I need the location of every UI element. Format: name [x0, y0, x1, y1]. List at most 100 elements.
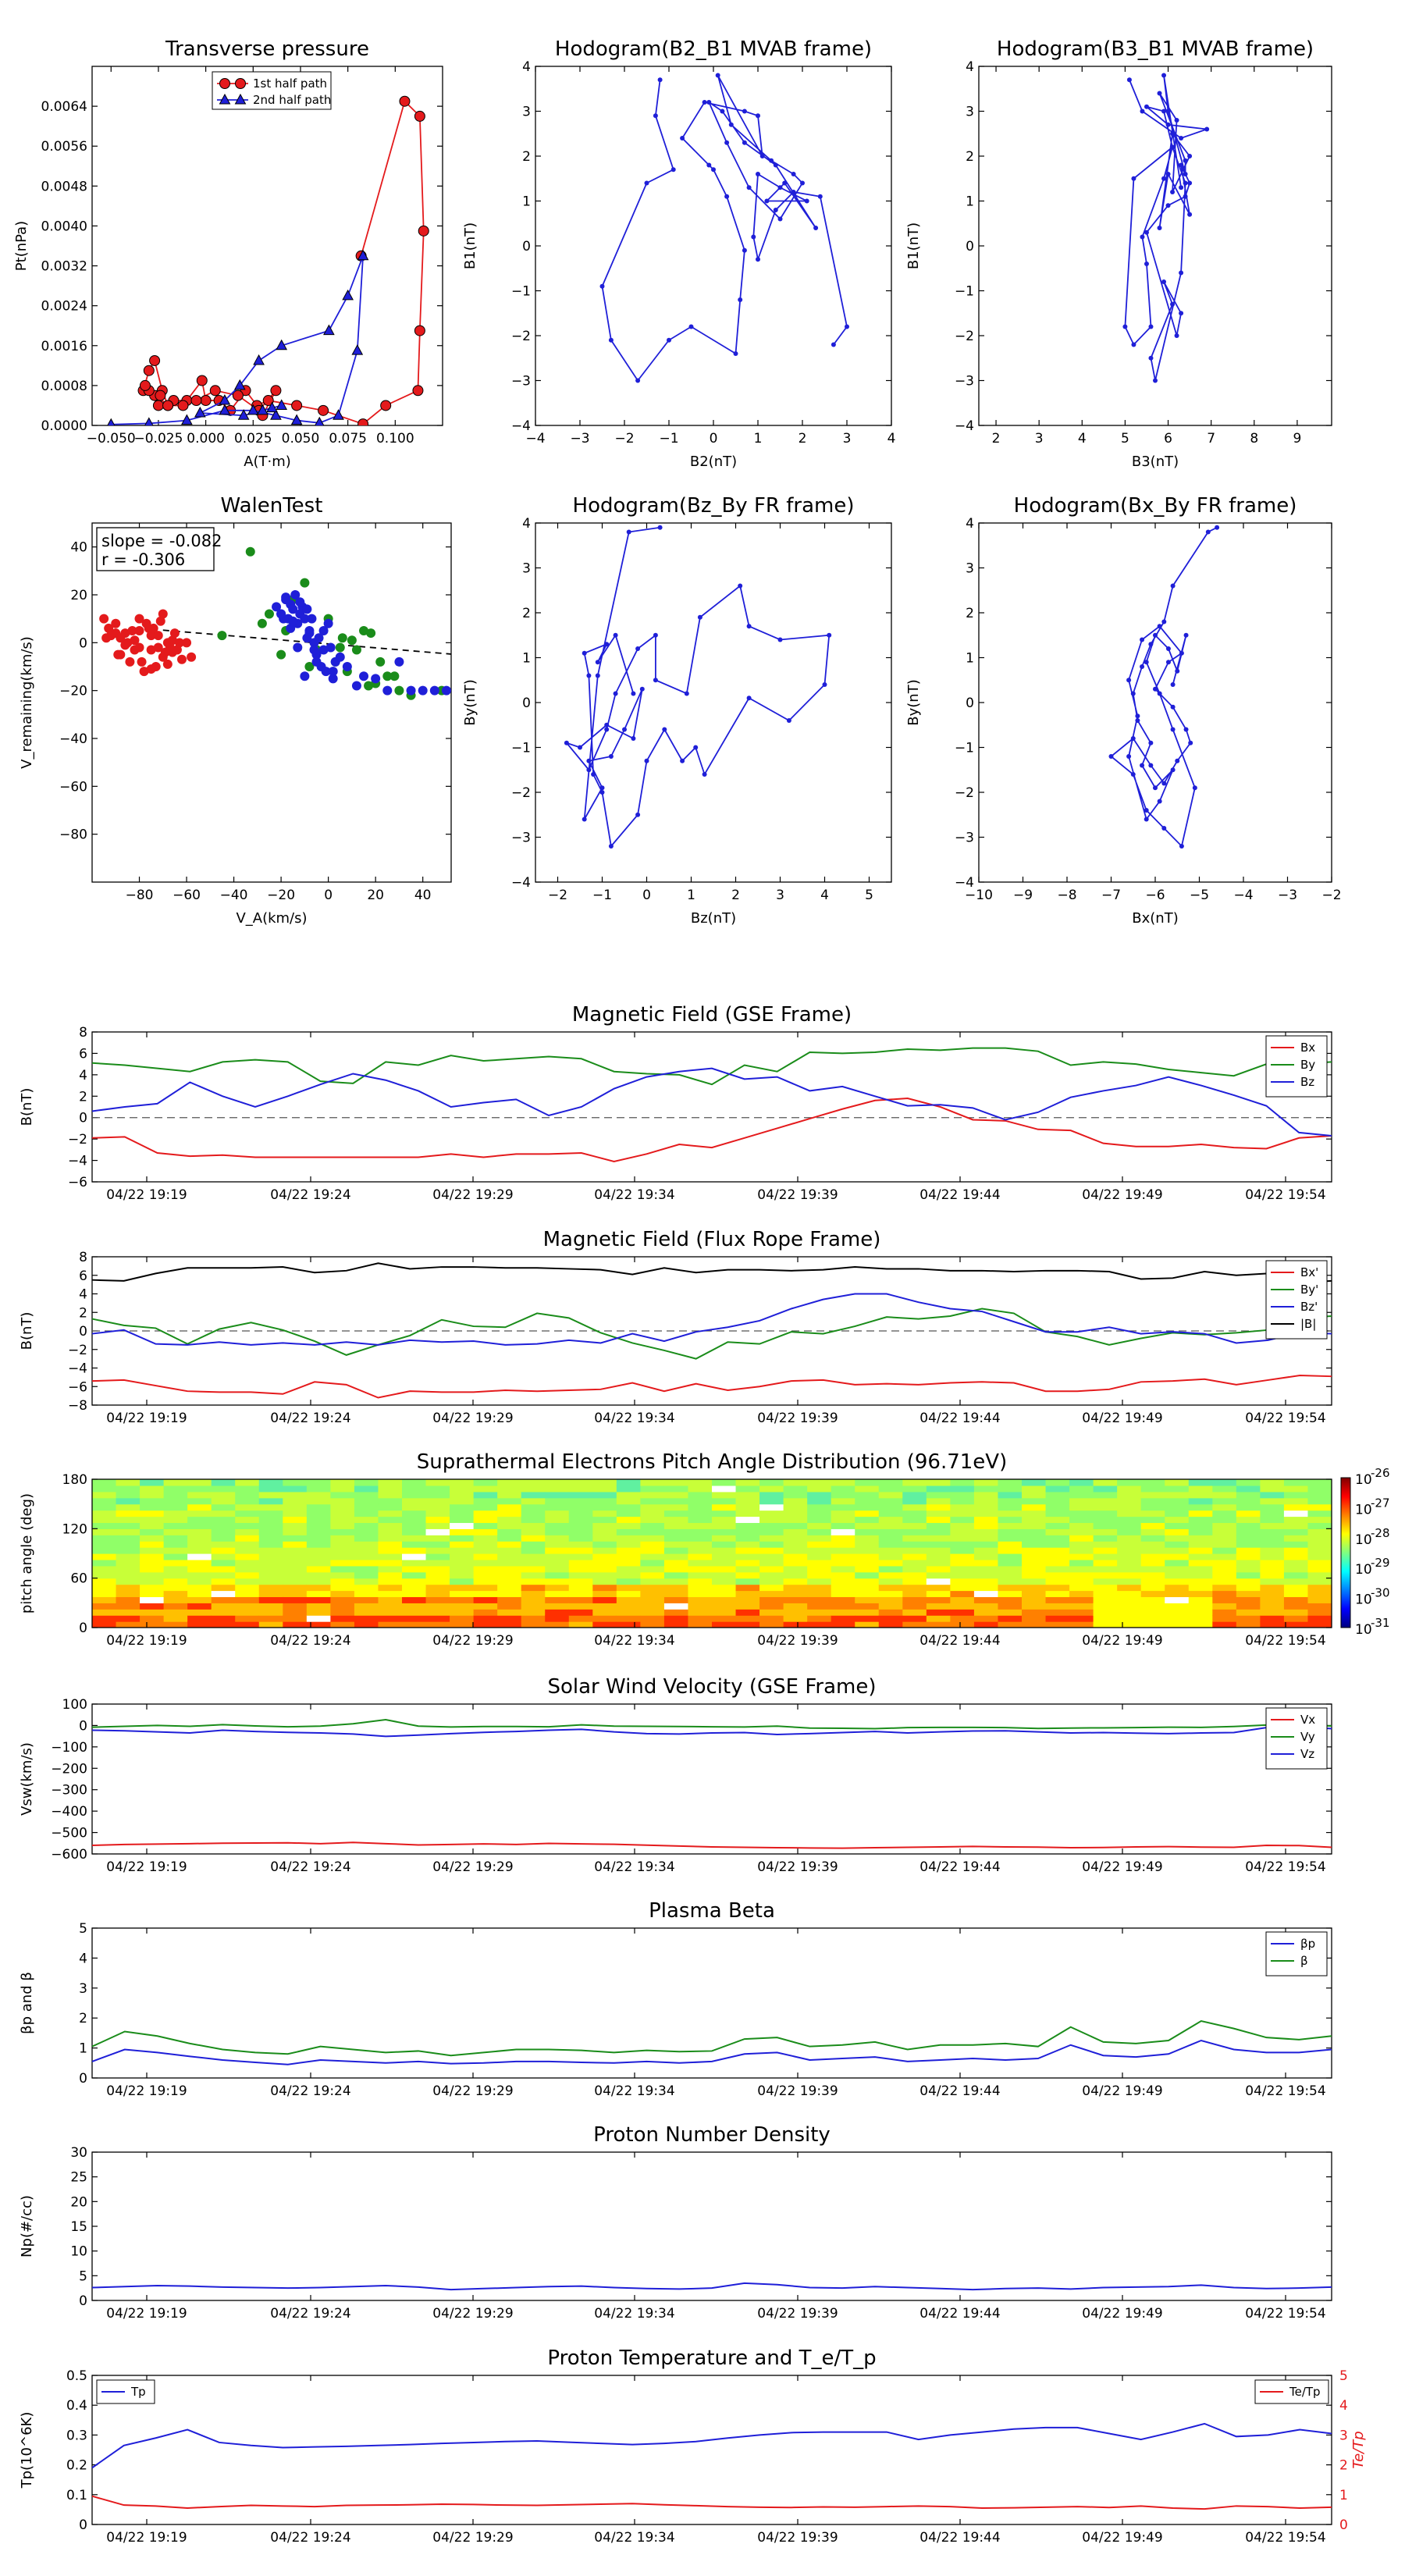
heatmap-cell [1283, 1615, 1309, 1622]
y-tick-label: 0.0048 [41, 179, 87, 194]
heatmap-cell [688, 1491, 713, 1499]
heatmap-cell [258, 1503, 283, 1511]
heatmap-cell [1093, 1510, 1118, 1517]
heatmap-cell [1140, 1485, 1165, 1493]
data-point [595, 673, 600, 678]
x-tick-label: 0 [324, 888, 333, 903]
heatmap-cell [712, 1510, 737, 1517]
heatmap-cell [1307, 1503, 1332, 1511]
heatmap-cell [497, 1541, 522, 1548]
data-point [582, 817, 587, 822]
heatmap-cell [497, 1578, 522, 1585]
x-tick-label: 0.000 [187, 431, 225, 447]
heatmap-cell [1188, 1609, 1213, 1616]
heatmap-cell [521, 1615, 546, 1622]
y-tick-label: −500 [51, 1826, 87, 1841]
data-point [1130, 772, 1136, 777]
heatmap-cell [1283, 1553, 1309, 1560]
heatmap-cell [1212, 1522, 1237, 1529]
heatmap-cell [616, 1503, 641, 1511]
heatmap-cell [1260, 1609, 1285, 1616]
heatmap-cell [1165, 1535, 1190, 1542]
heatmap-cell [950, 1565, 975, 1573]
data-point [631, 691, 636, 696]
heatmap-cell [712, 1603, 737, 1610]
heatmap-cell [663, 1491, 689, 1499]
heatmap-cell [902, 1571, 927, 1579]
heatmap-cell [116, 1535, 140, 1542]
heatmap-cell [855, 1479, 880, 1486]
heatmap-cell [926, 1522, 951, 1529]
x-tick-label: 04/22 19:39 [757, 2530, 838, 2546]
heatmap-cell [425, 1510, 450, 1517]
x-tick-label: −5 [1190, 888, 1209, 903]
heatmap-cell [283, 1485, 308, 1493]
heatmap-cell [998, 1596, 1023, 1603]
heatmap-cell [1045, 1578, 1070, 1585]
heatmap-cell [735, 1584, 760, 1592]
heatmap-cell [354, 1503, 379, 1511]
legend-label: 1st half path [253, 76, 327, 91]
heatmap-cell [497, 1491, 522, 1499]
heatmap-cell [783, 1596, 808, 1603]
y-tick-label: −1 [955, 284, 974, 300]
heatmap-cell [712, 1522, 737, 1529]
heatmap-cell [855, 1485, 880, 1493]
heatmap-cell [211, 1541, 236, 1548]
data-point [318, 626, 329, 635]
heatmap-cell [735, 1497, 760, 1505]
y2-tick-label: 5 [1339, 2368, 1348, 2384]
data-point [418, 225, 429, 237]
heatmap-cell [425, 1528, 450, 1535]
heatmap-cell [568, 1553, 593, 1560]
heatmap-cell [283, 1497, 308, 1505]
heatmap-cell [140, 1584, 165, 1592]
heatmap-cell [402, 1491, 427, 1499]
data-point [134, 614, 144, 624]
y-tick-label: 5 [79, 2268, 87, 2284]
y-tick-label: 0 [79, 1718, 87, 1734]
data-point [1165, 172, 1171, 176]
heatmap-cell [973, 1485, 999, 1493]
heatmap-cell [1212, 1535, 1237, 1542]
heatmap-cell [258, 1510, 283, 1517]
colorbar-tick-label: 10 [1355, 1592, 1372, 1608]
heatmap-cell [258, 1522, 283, 1529]
heatmap-cell [783, 1479, 808, 1486]
heatmap-cell [759, 1603, 784, 1610]
heatmap-cell [878, 1621, 903, 1628]
heatmap-cell [402, 1510, 427, 1517]
data-point [181, 414, 193, 425]
data-point [357, 418, 369, 425]
data-point [608, 844, 614, 849]
heatmap-cell [473, 1615, 498, 1622]
panel-transverse-pressure: Transverse pressure−0.050−0.025 0.000 0.02… [13, 37, 443, 470]
heatmap-cell [211, 1603, 236, 1610]
heatmap-cell [306, 1621, 331, 1628]
heatmap-cell [1236, 1553, 1261, 1560]
heatmap-cell [973, 1578, 999, 1585]
heatmap-cell [1188, 1522, 1213, 1529]
legend-box [1265, 1707, 1328, 1770]
data-point [813, 226, 819, 230]
heatmap-cell [1283, 1516, 1309, 1524]
plot-area [599, 73, 849, 383]
heatmap-cell [1283, 1528, 1309, 1535]
data-point [290, 414, 303, 425]
heatmap-cell [973, 1541, 999, 1548]
y2-tick-label: 2 [1339, 2458, 1348, 2474]
heatmap-cell [1283, 1584, 1309, 1592]
data-point [1157, 691, 1162, 696]
series-line [91, 1262, 1332, 1284]
heatmap-cell [521, 1565, 546, 1573]
heatmap-cell [998, 1571, 1023, 1579]
heatmap-cell [235, 1603, 260, 1610]
x-tick-label: −3 [1278, 888, 1297, 903]
heatmap-cell [592, 1516, 617, 1524]
data-point [371, 674, 381, 684]
heatmap-cell [1236, 1522, 1261, 1529]
heatmap-cell [1093, 1485, 1118, 1493]
heatmap-cell [1307, 1590, 1332, 1598]
heatmap-cell [950, 1621, 975, 1628]
heatmap-cell [1283, 1491, 1309, 1499]
